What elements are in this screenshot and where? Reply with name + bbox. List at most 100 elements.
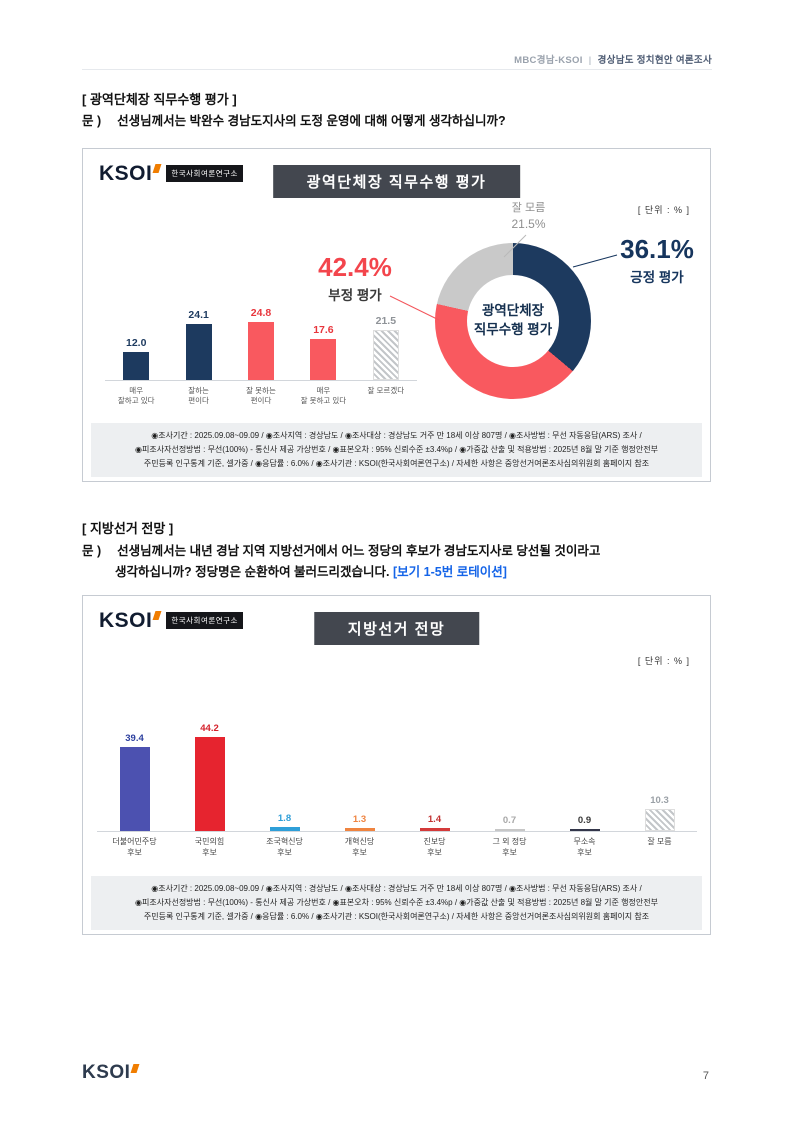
survey-footnote: ◉조사기간 : 2025.09.08~09.09 / ◉조사지역 : 경상남도 …	[91, 423, 702, 477]
bar-column: 24.8	[230, 263, 292, 380]
panel1-title-banner: 광역단체장 직무수행 평가	[272, 165, 521, 198]
question-rotation-note: [보기 1-5번 로테이션]	[393, 565, 507, 579]
bar-categories-performance: 매우 잘하고 있다 잘하는 편이다 잘 못하는 편이다 매우 잘 못하고 있다 잘 모르겠다	[105, 382, 417, 406]
bar	[644, 809, 675, 831]
bar	[494, 829, 525, 831]
bar	[344, 828, 375, 831]
bar-column: 17.6	[292, 263, 354, 380]
callout-unknown-label: 잘 모름	[511, 202, 546, 214]
callout-unknown: 잘 모름 21.5%	[481, 201, 576, 232]
bar-category-label: 국민의힘 후보	[194, 837, 225, 857]
bar-column: 21.5	[355, 263, 417, 380]
ksoi-logo-mark-icon	[152, 611, 162, 620]
section1-question: 문 ) 선생님께서는 박완수 경남도지사의 도정 운영에 대해 어떻게 생각하십니…	[82, 110, 506, 129]
ksoi-logo-text: KSOI	[99, 609, 153, 632]
ksoi-logo-subtitle: 한국사회여론연구소	[166, 165, 243, 182]
bar-category-label: 매우 잘하고 있다	[117, 386, 155, 406]
ksoi-logo-mark-icon	[152, 164, 162, 173]
bar-category-label: 개혁신당 후보	[344, 837, 375, 857]
bar-category-label: 무소속 후보	[573, 837, 596, 857]
bar	[310, 338, 337, 380]
header-divider: |	[588, 55, 592, 66]
bar-value-label: 12.0	[125, 336, 147, 349]
bar	[119, 747, 150, 831]
bar-category-label: 더불어민주당 후보	[112, 837, 157, 857]
question-label: 문 )	[82, 114, 102, 128]
local-election-panel: KSOI 한국사회여론연구소 지방선거 전망 [ 단위 : % ] 39.4 44…	[82, 595, 711, 935]
bar-category-label: 잘 모르겠다	[367, 386, 405, 395]
ksoi-logo-text: KSOI	[99, 162, 153, 185]
bar-plot-performance: 12.0 24.1 24.8 17.6 21.5	[105, 263, 417, 381]
bar	[569, 829, 600, 831]
callout-negative-label: 부정 평가	[328, 287, 382, 303]
question-text-line2: 생각하십니까? 정당명은 순환하여 불러드리겠습니다.	[115, 565, 390, 579]
ksoi-logo: KSOI 한국사회여론연구소	[99, 610, 243, 631]
bar-value-label: 24.1	[188, 308, 209, 321]
bar	[248, 321, 275, 380]
ksoi-logo-mark-icon	[130, 1064, 140, 1073]
bar-column: 1.3	[322, 718, 397, 831]
bar-category-label: 진보당 후보	[423, 837, 446, 857]
bar-category-label: 잘 못하는 편이다	[246, 386, 276, 406]
header-title: 경상남도 정치현안 여론조사	[597, 55, 712, 66]
bar-value-label: 1.4	[427, 814, 442, 826]
callout-negative: 42.4% 부정 평가	[299, 253, 411, 304]
section2-question-line1: 문 ) 선생님께서는 내년 경남 지역 지방선거에서 어느 정당의 후보가 경남도…	[82, 540, 600, 559]
bar-category-label: 잘하는 편이다	[188, 386, 209, 406]
section1-heading: [ 광역단체장 직무수행 평가 ]	[82, 92, 237, 107]
bar-categories-election: 더불어민주당 후보 국민의힘 후보 조국혁신당 후보 개혁신당 후보 진보당 후보 그 외 정당 후보…	[97, 833, 697, 859]
ksoi-logo: KSOI 한국사회여론연구소	[99, 163, 243, 184]
bar-plot-election: 39.4 44.2 1.8 1.3 1.4 0.7 0.9 10.3	[97, 718, 697, 832]
donut-center-line1: 광역단체장	[481, 303, 545, 319]
bar	[372, 329, 399, 380]
header-brand: MBC경남-KSOI	[514, 55, 583, 66]
bar	[123, 351, 150, 380]
bar-column: 39.4	[97, 718, 172, 831]
bar	[419, 828, 450, 831]
bar-column: 1.4	[397, 718, 472, 831]
bar-column: 0.7	[472, 718, 547, 831]
donut-center-label: 광역단체장 직무수행 평가	[467, 275, 559, 367]
question-text: 선생님께서는 박완수 경남도지사의 도정 운영에 대해 어떻게 생각하십니까?	[117, 114, 506, 128]
section2-heading: [ 지방선거 전망 ]	[82, 521, 174, 536]
survey-footnote: ◉조사기간 : 2025.09.08~09.09 / ◉조사지역 : 경상남도 …	[91, 876, 702, 930]
bar-value-label: 21.5	[375, 314, 397, 327]
governor-performance-panel: KSOI 한국사회여론연구소 광역단체장 직무수행 평가 [ 단위 : % ] …	[82, 148, 711, 482]
bar-category-label: 조국혁신당 후보	[266, 837, 303, 857]
bar-value-label: 17.6	[313, 323, 334, 336]
question-label: 문 )	[82, 544, 102, 558]
callout-negative-value: 42.4%	[318, 252, 392, 282]
bar-value-label: 39.4	[125, 733, 144, 744]
bar-value-label: 0.7	[502, 815, 517, 826]
bar-value-label: 1.3	[352, 814, 367, 826]
ksoi-logo-text: KSOI	[82, 1062, 131, 1083]
bar-value-label: 24.8	[250, 306, 272, 319]
callout-positive-value: 36.1%	[620, 234, 694, 264]
footer-ksoi-logo: KSOI	[82, 1062, 140, 1083]
bar	[194, 736, 225, 831]
bar-column: 44.2	[172, 718, 247, 831]
section2-question-line2: 생각하십니까? 정당명은 순환하여 불러드리겠습니다. [보기 1-5번 로테이…	[115, 561, 507, 580]
panel2-title-banner: 지방선거 전망	[313, 612, 480, 645]
bar-column: 24.1	[167, 263, 229, 380]
bar-value-label: 44.2	[200, 722, 219, 734]
page-number: 7	[702, 1070, 709, 1082]
question-text-line1: 선생님께서는 내년 경남 지역 지방선거에서 어느 정당의 후보가 경남도지사로…	[117, 544, 601, 558]
bar	[185, 323, 212, 380]
bar-column: 1.8	[247, 718, 322, 831]
ksoi-logo-subtitle: 한국사회여론연구소	[166, 612, 243, 629]
donut-center-line2: 직무수행 평가	[473, 322, 553, 337]
header-rule	[82, 69, 712, 70]
callout-positive-label: 긍정 평가	[630, 269, 684, 285]
performance-donut-chart: 광역단체장 직무수행 평가	[435, 243, 591, 399]
unit-label: [ 단위 : % ]	[637, 205, 690, 215]
page-header: MBC경남-KSOI | 경상남도 정치현안 여론조사	[514, 52, 712, 66]
bar-column: 0.9	[547, 718, 622, 831]
unit-label: [ 단위 : % ]	[637, 656, 690, 666]
bar-column: 12.0	[105, 263, 167, 380]
bar-value-label: 10.3	[650, 795, 669, 807]
callout-unknown-value: 21.5%	[511, 216, 546, 231]
bar-category-label: 잘 모름	[647, 837, 672, 846]
bar-category-label: 매우 잘 못하고 있다	[300, 386, 347, 406]
